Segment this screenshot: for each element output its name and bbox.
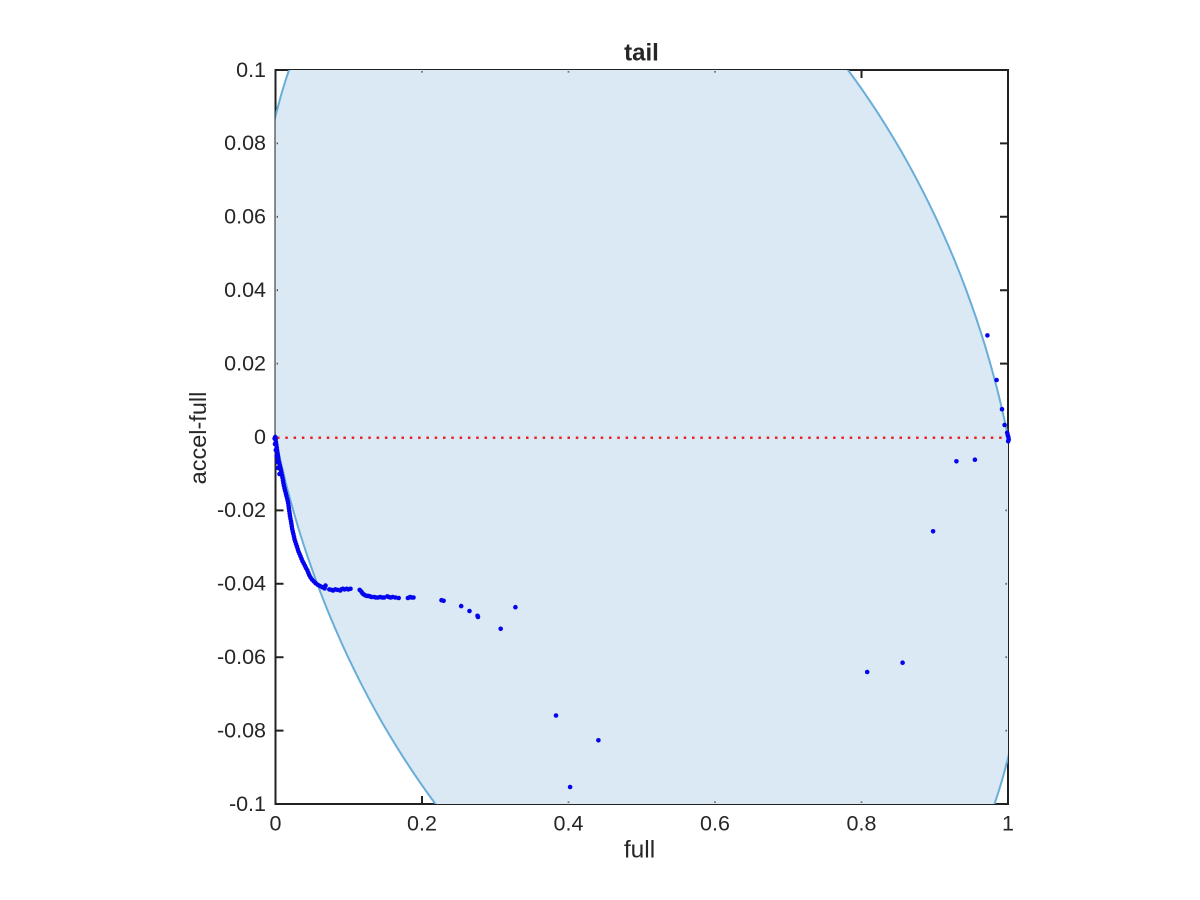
svg-text:1: 1 [1002,812,1014,836]
svg-text:-0.1: -0.1 [229,792,266,816]
svg-text:0.08: 0.08 [224,131,266,155]
svg-text:0.06: 0.06 [224,205,266,229]
svg-text:0.6: 0.6 [700,812,730,836]
svg-text:full: full [624,837,655,864]
svg-text:0.02: 0.02 [224,351,266,375]
svg-text:-0.04: -0.04 [217,572,266,596]
svg-text:-0.02: -0.02 [217,498,266,522]
svg-text:tail: tail [624,40,659,67]
svg-text:0: 0 [254,425,266,449]
svg-text:0: 0 [270,812,282,836]
svg-text:-0.08: -0.08 [217,718,266,742]
svg-text:0.04: 0.04 [224,278,266,302]
svg-text:0.2: 0.2 [407,812,437,836]
svg-text:accel-full: accel-full [185,392,211,485]
svg-text:-0.06: -0.06 [217,645,266,669]
svg-text:0.4: 0.4 [554,812,584,836]
svg-text:0.8: 0.8 [847,812,877,836]
svg-text:0.1: 0.1 [236,58,266,82]
